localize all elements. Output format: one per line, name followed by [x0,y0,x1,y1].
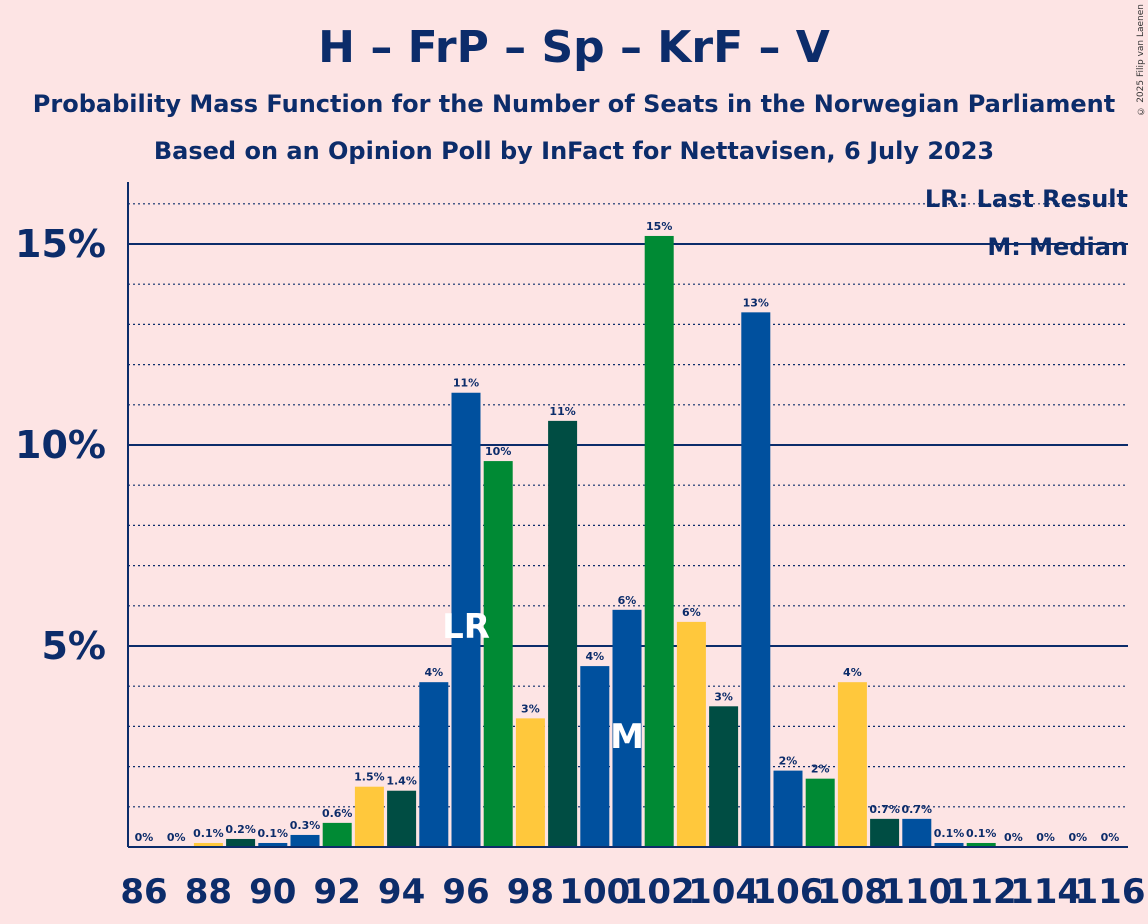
x-tick-label: 114 [1010,872,1081,912]
median-marker: M [610,717,644,757]
y-tick-label: 10% [15,423,106,467]
bar-value-label: 11% [453,377,479,390]
bar-seats-96 [451,392,481,847]
bar-seats-100 [580,666,610,847]
y-tick-label: 5% [41,624,106,668]
bar-value-label: 0% [1004,831,1023,844]
chart-subtitle: Probability Mass Function for the Number… [32,90,1116,118]
chart-source-subtitle: Based on an Opinion Poll by InFact for N… [153,137,995,165]
bar-value-label: 2% [779,755,798,768]
x-tick-label: 104 [688,872,759,912]
bar-value-label: 1.4% [386,775,417,788]
bar-seats-111 [934,842,964,847]
x-tick-label: 100 [559,872,630,912]
y-tick-label: 15% [15,222,106,266]
bar-seats-92 [322,822,352,847]
x-tick-label: 112 [946,872,1017,912]
bar-seats-105 [741,312,771,848]
bar-value-label: 0.1% [934,827,965,840]
bar-seats-93 [354,786,384,847]
bar-value-label: 4% [843,666,862,679]
bar-value-label: 6% [682,606,701,619]
bar-seats-104 [709,706,739,847]
x-tick-label: 86 [120,872,167,912]
x-tick-label: 108 [817,872,888,912]
bar-value-label: 15% [646,220,672,233]
x-tick-label: 98 [507,872,554,912]
x-tick-label: 92 [314,872,361,912]
bar-seats-94 [387,790,417,847]
bar-seats-109 [870,818,900,847]
bar-value-label: 0.2% [225,823,256,836]
bar-value-label: 0.7% [869,803,900,816]
bar-seats-88 [193,842,223,847]
bar-value-label: 0% [1068,831,1087,844]
bar-value-label: 0.1% [966,827,997,840]
bar-seats-108 [837,682,867,847]
x-tick-label: 106 [753,872,824,912]
bar-seats-112 [966,842,996,847]
bar-value-label: 10% [485,445,511,458]
bar-value-label: 0.3% [290,819,321,832]
bar-seats-110 [902,818,932,847]
bar-value-label: 2% [811,763,830,776]
bar-seats-89 [226,838,256,847]
bar-value-label: 1.5% [354,771,385,784]
last-result-marker: LR [442,607,490,647]
bar-seats-95 [419,682,449,847]
bar-value-label: 4% [424,666,443,679]
bar-value-label: 0% [1101,831,1120,844]
bar-value-label: 3% [714,690,733,703]
bar-value-label: 3% [521,702,540,715]
bar-seats-103 [676,621,706,847]
x-tick-label: 88 [185,872,232,912]
bar-seats-97 [483,461,513,847]
bar-seats-91 [290,834,320,847]
x-tick-label: 102 [624,872,695,912]
bar-value-label: 0.6% [322,807,353,820]
bar-value-label: 0% [167,831,186,844]
x-tick-label: 116 [1075,872,1146,912]
bar-seats-90 [258,842,288,847]
legend-last-result: LR: Last Result [924,185,1128,213]
x-tick-label: 96 [442,872,489,912]
x-tick-label: 110 [881,872,952,912]
bar-seats-101 [612,609,642,847]
bar-value-label: 0% [135,831,154,844]
bar-value-label: 0% [1036,831,1055,844]
bar-seats-99 [548,420,578,847]
x-tick-label: 90 [249,872,296,912]
bar-value-label: 0.1% [258,827,289,840]
bar-value-label: 11% [549,405,575,418]
bar-value-label: 0.1% [193,827,224,840]
bar-value-label: 0.7% [902,803,933,816]
bar-seats-98 [515,718,545,847]
bar-seats-106 [773,770,803,847]
bar-value-label: 4% [585,650,604,663]
bar-value-label: 6% [618,594,637,607]
x-tick-label: 94 [378,872,425,912]
bar-seats-102 [644,235,674,847]
bar-seats-107 [805,778,835,847]
bar-value-label: 13% [743,296,769,309]
chart-title: H – FrP – Sp – KrF – V [318,22,830,73]
legend-median: M: Median [987,233,1128,261]
